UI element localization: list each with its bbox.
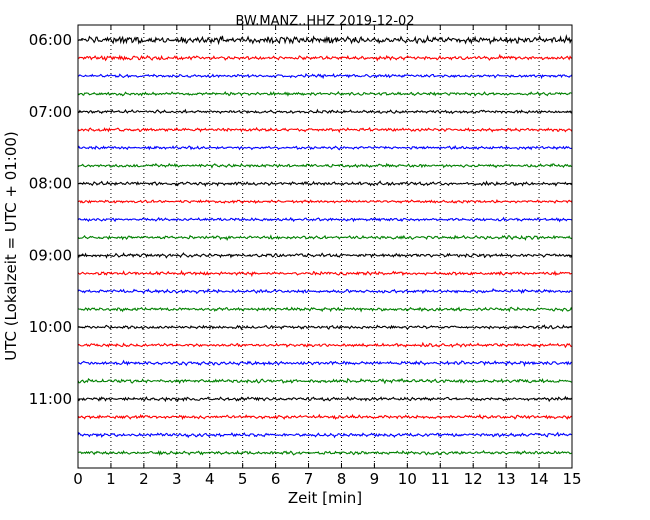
trace-1030 [77, 359, 573, 368]
y-tick-label: 09:00 [29, 246, 72, 264]
x-tick-label: 13 [497, 470, 516, 488]
x-tick-label: 0 [73, 470, 83, 488]
y-tick-label: 11:00 [29, 390, 72, 408]
trace-0745 [77, 162, 573, 169]
plot-frame [77, 24, 573, 469]
trace-0630 [77, 73, 573, 80]
trace-0800 [77, 180, 573, 187]
trace-0645 [77, 90, 573, 97]
x-axis-label: Zeit [min] [288, 489, 362, 507]
x-tick-label: 14 [530, 470, 549, 488]
trace-0730 [77, 145, 573, 151]
trace-0930 [77, 288, 573, 295]
trace-0815 [77, 199, 573, 204]
trace-0900 [77, 252, 573, 259]
x-tick-label: 8 [337, 470, 347, 488]
x-tick-label: 7 [304, 470, 314, 488]
trace-0830 [77, 216, 573, 223]
y-tick-label: 07:00 [29, 103, 72, 121]
trace-0845 [77, 234, 573, 242]
x-tick-label: 15 [562, 470, 581, 488]
x-tick-label: 12 [464, 470, 483, 488]
trace-1115 [77, 413, 573, 421]
x-tick-label: 2 [139, 470, 149, 488]
trace-1145 [77, 449, 573, 456]
y-tick-label: 06:00 [29, 31, 72, 49]
x-tick-label: 10 [398, 470, 417, 488]
trace-0715 [77, 126, 573, 134]
trace-1130 [77, 431, 573, 439]
trace-0600 [77, 34, 573, 46]
y-axis-label: UTC (Lokalzeit = UTC + 01:00) [2, 131, 20, 361]
x-tick-label: 5 [238, 470, 248, 488]
trace-0945 [77, 306, 573, 313]
trace-1045 [77, 377, 573, 385]
grid-layer [110, 25, 540, 468]
y-axis-ticks: 06:00 07:00 08:00 09:00 10:00 11:00 [29, 31, 572, 408]
trace-0615 [77, 53, 573, 62]
x-tick-label: 1 [106, 470, 116, 488]
x-tick-label: 11 [431, 470, 450, 488]
x-tick-label: 3 [172, 470, 182, 488]
y-tick-label: 10:00 [29, 318, 72, 336]
x-axis-ticks: 0 1 2 3 4 5 6 7 8 9 10 11 12 13 14 15 [73, 25, 582, 488]
trace-1100 [77, 395, 573, 403]
y-tick-label: 08:00 [29, 175, 72, 193]
trace-layer [77, 34, 573, 456]
trace-0700 [77, 108, 573, 115]
x-tick-label: 6 [271, 470, 281, 488]
trace-1000 [77, 324, 573, 331]
x-tick-label: 4 [205, 470, 215, 488]
x-tick-label: 9 [370, 470, 380, 488]
trace-1015 [77, 341, 573, 349]
trace-0915 [77, 269, 573, 278]
chart-title: BW.MANZ..HHZ 2019-12-02 [235, 14, 414, 29]
